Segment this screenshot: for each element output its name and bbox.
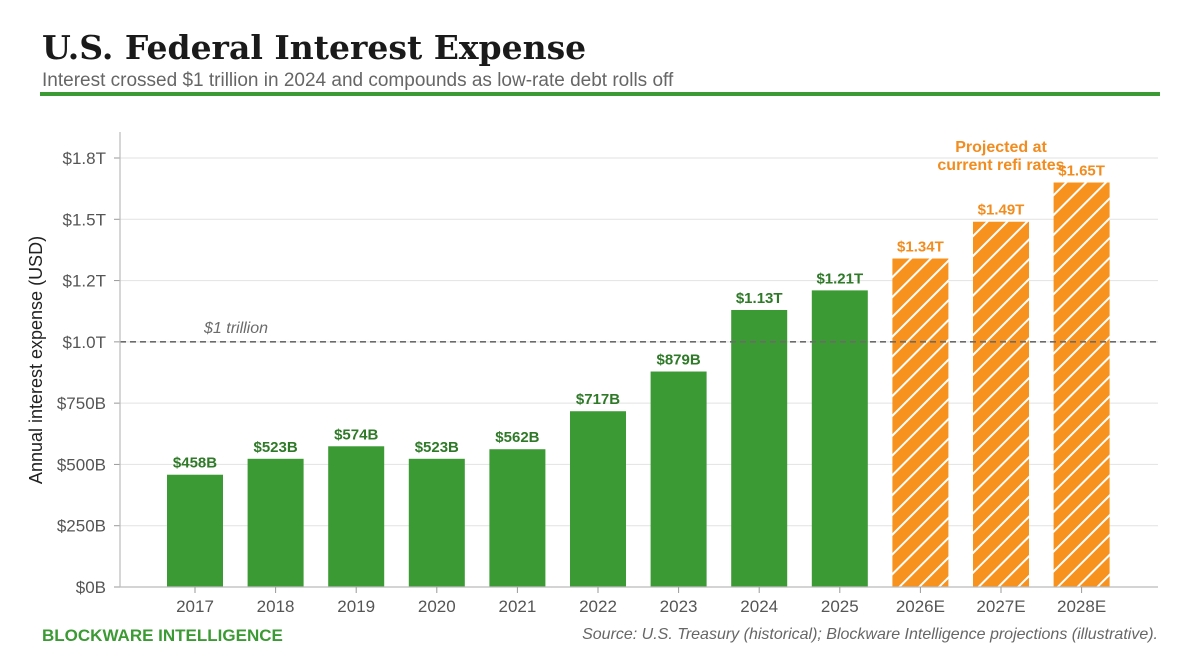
value-label: $523B [253, 439, 297, 456]
x-tick-label: 2020 [418, 597, 456, 616]
value-label: $562B [495, 429, 539, 446]
bar-2026e [892, 258, 949, 587]
bars [167, 182, 1110, 588]
x-tick-label: 2022 [579, 597, 617, 616]
y-tick-label: $0B [76, 578, 106, 597]
brand-label: BLOCKWARE INTELLIGENCE [42, 626, 283, 645]
reference-line-label: $1 trillion [203, 320, 268, 337]
bar-2021 [489, 449, 546, 587]
value-label: $1.34T [897, 239, 944, 256]
y-tick-label: $250B [57, 517, 106, 536]
value-label: $1.65T [1058, 163, 1105, 180]
chart-subtitle: Interest crossed $1 trillion in 2024 and… [42, 70, 674, 91]
bar-2024 [731, 309, 788, 587]
value-labels: $458B $523B $574B $523B $562B $717B $879B $1.13… [173, 139, 1105, 472]
y-tick-label: $1.2T [63, 272, 106, 291]
bar-2017 [167, 474, 223, 587]
bar-2028e [1053, 182, 1110, 587]
y-tick-label: $1.8T [63, 149, 106, 168]
y-tick-label: $1.5T [63, 210, 106, 229]
x-tick-label: 2017 [176, 597, 214, 616]
bar-2025 [811, 290, 868, 587]
y-axis-label: Annual interest expense (USD) [26, 236, 46, 484]
bar-2027e [973, 221, 1029, 588]
chart-title: U.S. Federal Interest Expense [42, 28, 587, 67]
bar-2022 [570, 411, 626, 587]
value-label: $1.21T [816, 270, 863, 287]
reference-line-group: $1 trillion [120, 320, 1158, 343]
x-tick-label: 2025 [821, 597, 859, 616]
bar-2023 [650, 371, 707, 587]
value-label: $1.49T [978, 202, 1025, 219]
source-note: Source: U.S. Treasury (historical); Bloc… [582, 626, 1158, 643]
x-tick-label: 2023 [660, 597, 698, 616]
y-tick-label: $1.0T [63, 333, 106, 352]
value-label: $574B [334, 426, 378, 443]
x-tick-label: 2028E [1057, 597, 1106, 616]
value-label: $717B [576, 391, 620, 408]
projection-annotation: Projected at [955, 139, 1047, 156]
value-label: $458B [173, 455, 217, 472]
x-tick-label: 2026E [896, 597, 945, 616]
x-tick-label: 2024 [740, 597, 778, 616]
y-tick-label: $500B [57, 455, 106, 474]
x-tick-label: 2021 [498, 597, 536, 616]
x-tick-label: 2019 [337, 597, 375, 616]
bar-2020 [408, 458, 465, 587]
axes: $0B $250B $500B $750B $1.0T $1.2T $1.5T $1.8T An… [26, 132, 1158, 616]
x-tick-label: 2018 [257, 597, 295, 616]
value-label: $1.13T [736, 290, 783, 307]
projection-annotation: current refi rates [937, 157, 1064, 174]
title-rule [40, 92, 1160, 96]
bar-2019 [328, 446, 385, 587]
y-tick-label: $750B [57, 394, 106, 413]
value-label: $879B [656, 352, 700, 369]
x-tick-label: 2027E [976, 597, 1025, 616]
bar-2018 [247, 458, 304, 587]
value-label: $523B [415, 439, 459, 456]
